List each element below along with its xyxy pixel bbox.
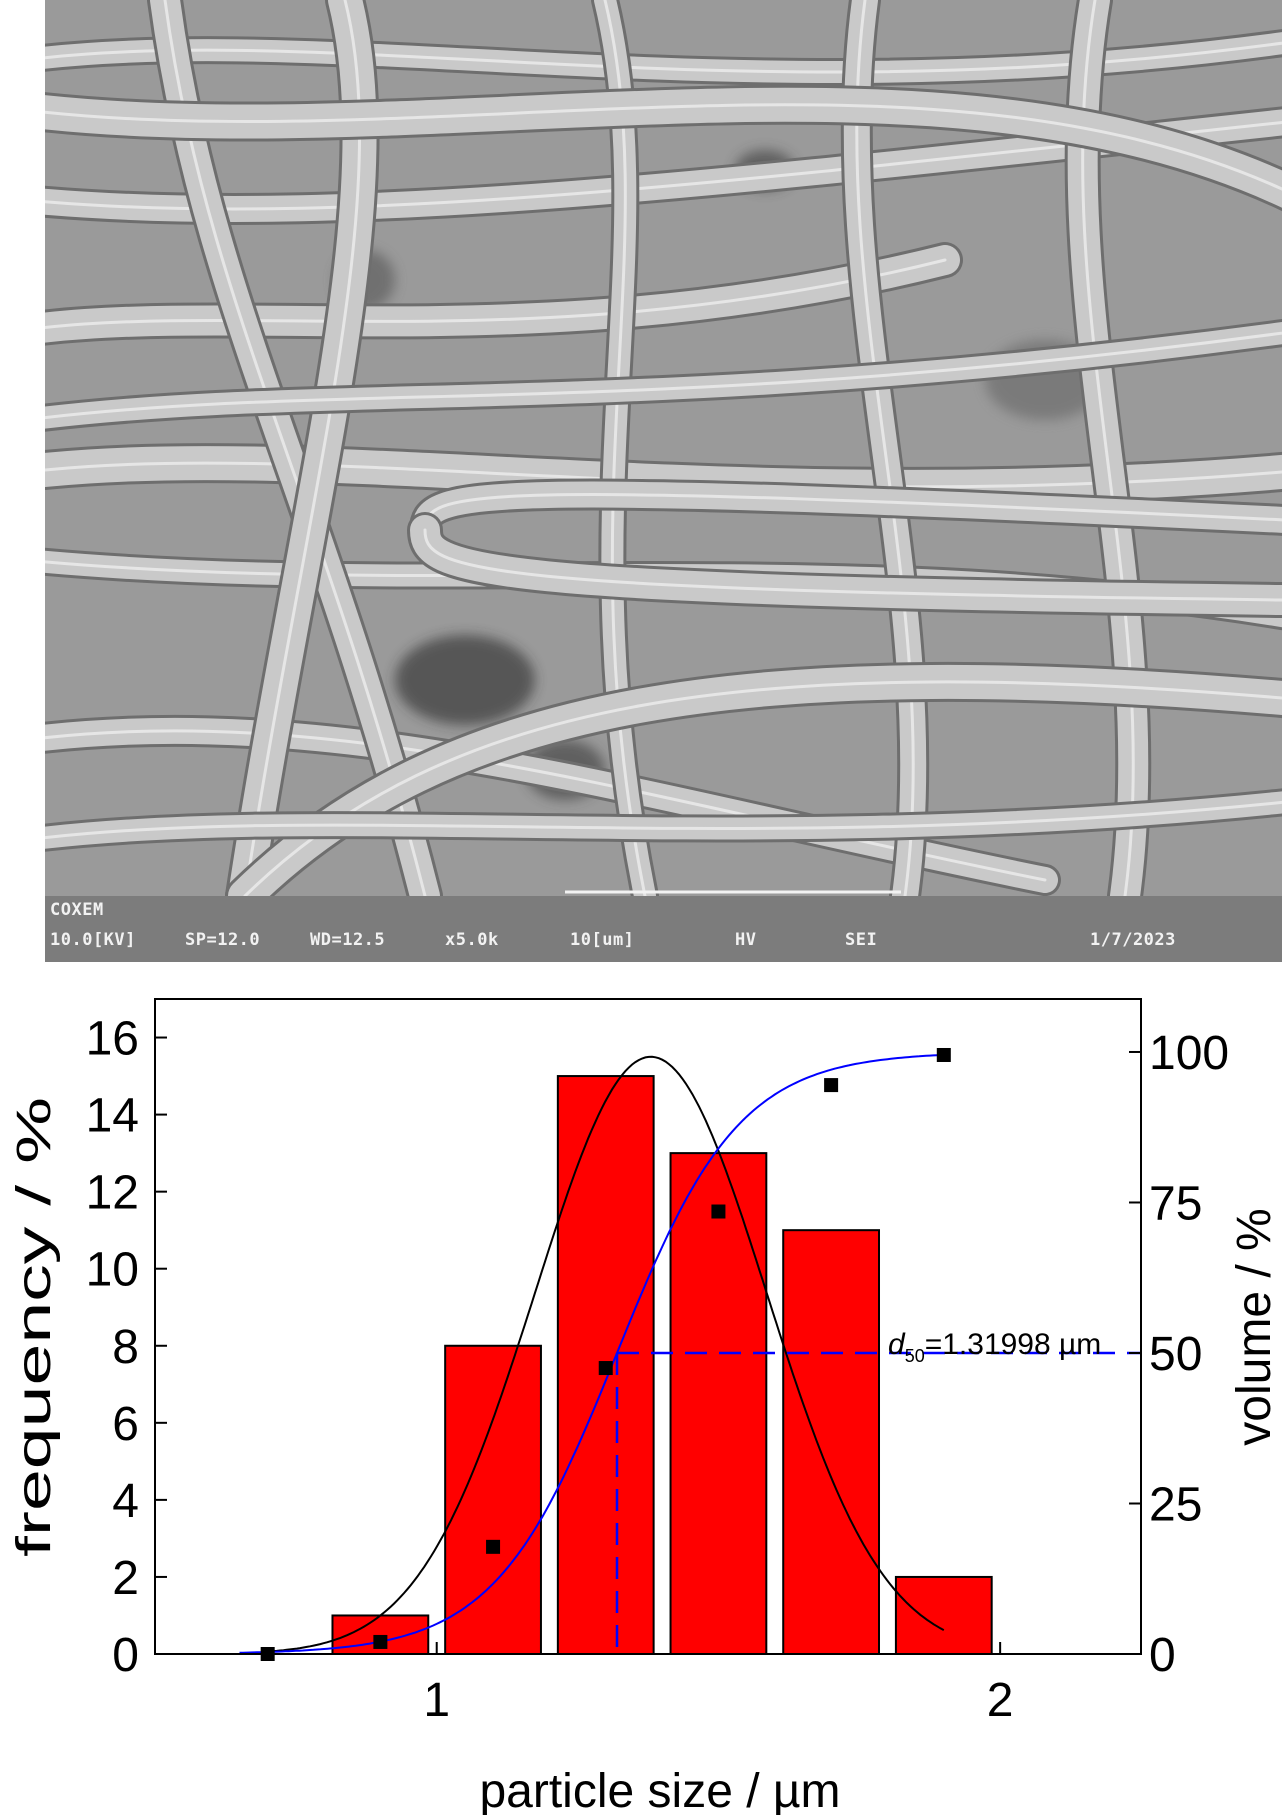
y2-tick-label: 25 [1149,1478,1202,1531]
fiber-highlight [45,103,1282,191]
cumulative-fit-curve [239,1053,944,1654]
sem-image [45,0,1282,916]
fiber-highlight [45,331,1282,420]
y2-tick-label: 100 [1149,1027,1229,1080]
y2-tick-label: 75 [1149,1177,1202,1230]
y-axis-label: frequency / % [8,1097,61,1557]
d50-label-prefix: d [888,1328,906,1361]
sem-date: 1/7/2023 [1090,930,1176,950]
x-tick-label: 2 [987,1674,1014,1727]
sem-working-distance: WD=12.5 [310,930,386,950]
y-tick-label: 4 [112,1475,139,1528]
histogram-bar [444,1344,542,1655]
fiber-highlight [45,461,1282,489]
y-tick-label: 2 [112,1552,139,1605]
cumulative-point [824,1078,839,1093]
y-tick-label: 6 [112,1398,139,1451]
sem-magnification: x5.0k [445,930,499,950]
sem-detector: SEI [845,930,878,950]
cumulative-point [598,1361,613,1376]
x-tick-label: 1 [423,1674,450,1727]
cumulative-point [486,1539,501,1554]
y2-tick-label: 0 [1149,1629,1176,1682]
sem-info-bar: COXEM 10.0[KV] SP=12.0 WD=12.5 x5.0k 10[… [45,896,1282,962]
fiber-highlight [855,0,915,898]
sem-vacuum-mode: HV [735,930,757,950]
sem-scale-label: 10[um] [570,930,635,950]
d50-annotation: d50=1.31998 µm [888,1328,1101,1366]
histogram-bar [782,1229,881,1655]
d50-label-sub: 50 [905,1346,925,1366]
cumulative-point [373,1634,388,1649]
fiber-highlight [45,258,947,330]
y-tick-label: 16 [86,1013,139,1066]
histogram-bar [669,1152,768,1655]
sem-micrograph: COXEM 10.0[KV] SP=12.0 WD=12.5 x5.0k 10[… [45,0,1282,962]
y-tick-label: 12 [86,1167,139,1220]
sem-brand: COXEM [50,900,104,920]
histogram-bar [894,1575,993,1655]
fiber-highlight [243,0,362,898]
normal-fit-curve [273,1055,945,1653]
sem-voltage: 10.0[KV] [50,930,136,950]
d50-label-value: =1.31998 µm [925,1328,1102,1361]
fiber-highlight [45,800,1282,840]
y2-tick-label: 50 [1149,1328,1202,1381]
y-tick-label: 8 [112,1321,139,1374]
cumulative-point [936,1047,951,1062]
y-tick-label: 14 [86,1090,139,1143]
cumulative-point [711,1204,726,1219]
fiber-highlight [423,528,1282,602]
x-axis-label: particle size / µm [479,1765,840,1815]
sem-spot: SP=12.0 [185,930,261,950]
y-tick-label: 10 [86,1244,139,1297]
plot-frame [154,998,1142,1655]
y-tick-label: 0 [112,1629,139,1682]
fiber-highlight [45,729,1047,882]
y2-axis-label: volume / % [1228,1208,1281,1445]
